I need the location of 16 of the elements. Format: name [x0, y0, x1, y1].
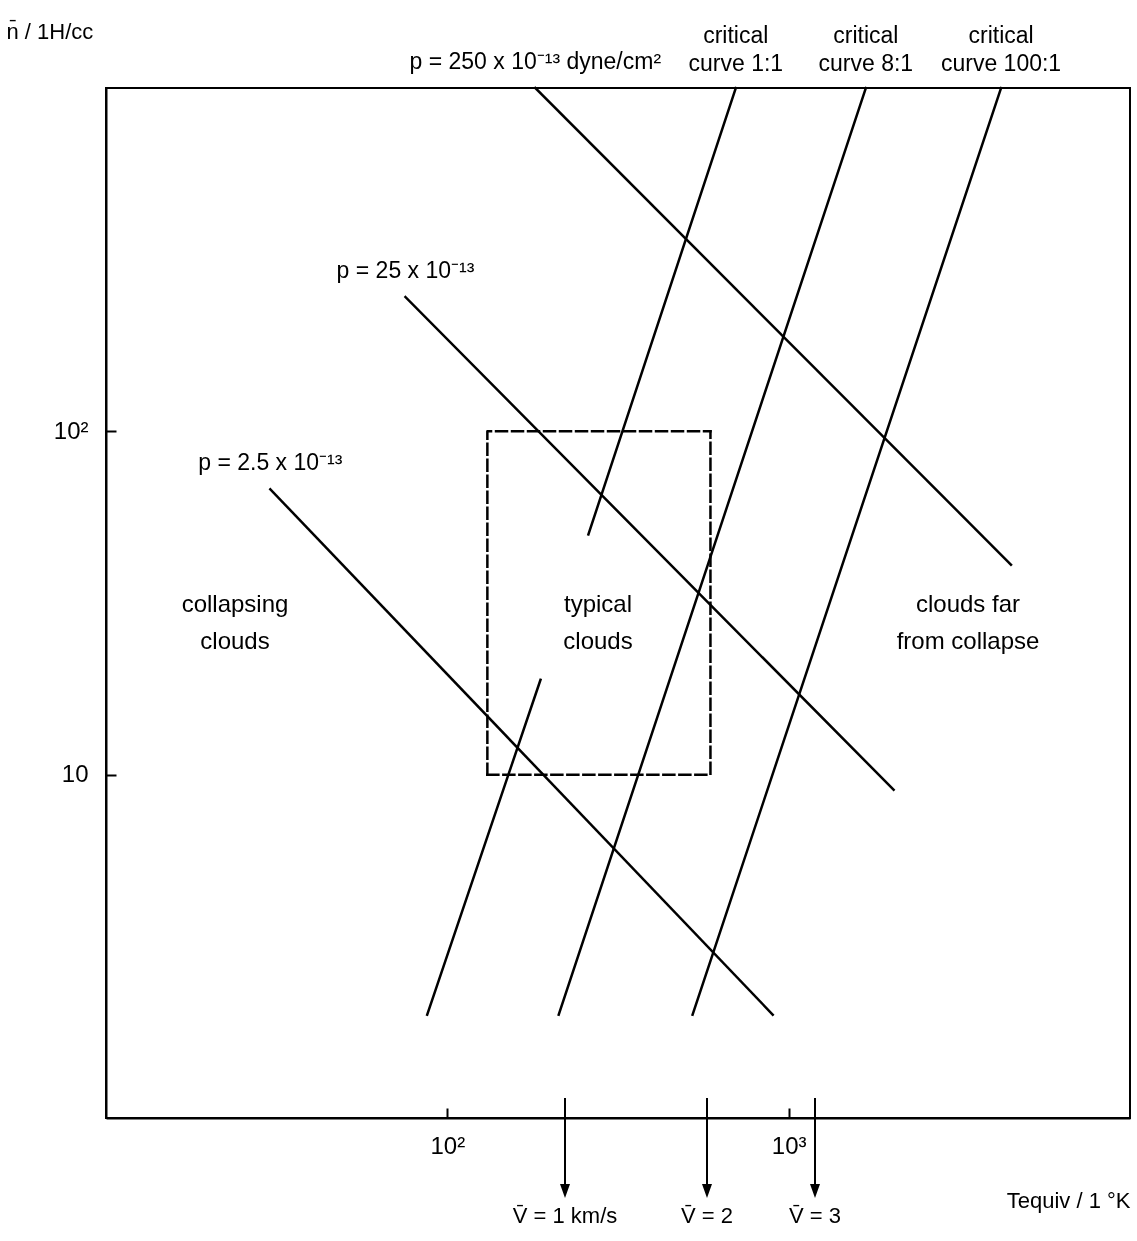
series-label: p = 250 x 10⁻¹³ dyne/cm² — [409, 48, 662, 74]
series-label: critical curve 8:1 — [818, 22, 914, 76]
series-label: p = 25 x 10⁻¹³ — [336, 257, 475, 284]
text: V̄ = 2 — [681, 1203, 733, 1228]
text: V̄ = 3 — [789, 1203, 841, 1228]
text: V̄ = 1 km/s — [512, 1203, 618, 1228]
annotation: typical clouds — [563, 590, 633, 654]
annotation: collapsing clouds — [181, 590, 289, 654]
x-tick-label: 10³ — [771, 1131, 807, 1159]
series-label: critical curve 1:1 — [688, 22, 784, 76]
series-label: p = 2.5 x 10⁻¹³ — [198, 449, 343, 476]
x-axis-title: Tequiv / 1 °K — [1006, 1187, 1131, 1213]
y-axis-title: n̄ / 1H/cc — [6, 18, 94, 44]
series-label: critical curve 100:1 — [940, 22, 1062, 76]
annotation: clouds far from collapse — [896, 590, 1040, 654]
y-tick-label: 10 — [61, 760, 89, 788]
